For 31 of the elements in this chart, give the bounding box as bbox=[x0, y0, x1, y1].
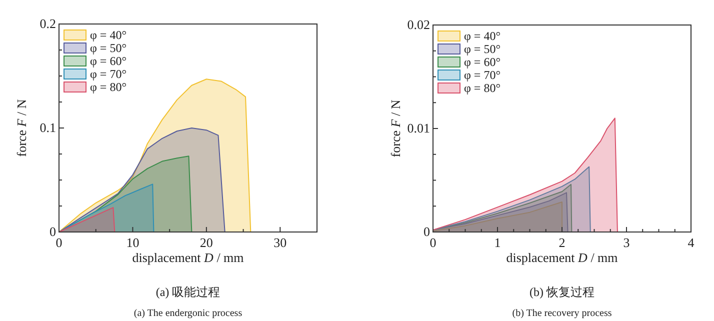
text: (a) 吸能过程 bbox=[156, 285, 220, 299]
legend-label: φ = 50° bbox=[90, 41, 127, 55]
legend-label: φ = 60° bbox=[464, 55, 501, 69]
x-tick-label: 2 bbox=[558, 235, 566, 250]
text: (a) The endergonic process bbox=[134, 308, 242, 319]
legend-label: φ = 60° bbox=[90, 54, 127, 68]
x-tick-label: 4 bbox=[688, 235, 695, 250]
x-tick-label: 30 bbox=[274, 235, 287, 250]
y-tick-label: 0.2 bbox=[40, 16, 56, 31]
x-tick-label: 1 bbox=[494, 235, 501, 250]
y-tick-label: 0.02 bbox=[407, 17, 430, 32]
legend-label: φ = 40° bbox=[464, 29, 501, 43]
y-tick-label: 0 bbox=[424, 224, 430, 239]
y-axis-title: force F / N bbox=[388, 99, 403, 158]
y-tick-label: 0.01 bbox=[407, 120, 430, 136]
x-tick-label: 3 bbox=[623, 235, 630, 250]
text: (b) The recovery process bbox=[512, 308, 612, 319]
legend-label: φ = 40° bbox=[90, 28, 127, 42]
x-tick-label: 10 bbox=[126, 235, 140, 250]
legend-label: φ = 70° bbox=[90, 67, 127, 81]
y-tick-label: 0.1 bbox=[40, 120, 56, 135]
x-axis-title: displacement D / mm bbox=[506, 250, 618, 265]
y-tick-label: 0 bbox=[50, 224, 56, 239]
x-axis-title: displacement D / mm bbox=[132, 250, 244, 265]
x-tick-label: 20 bbox=[200, 235, 213, 250]
legend-label: φ = 80° bbox=[90, 80, 127, 94]
y-axis-title: force F / N bbox=[14, 98, 29, 157]
legend-label: φ = 50° bbox=[464, 42, 501, 56]
text: (b) 恢复过程 bbox=[530, 285, 594, 299]
legend-label: φ = 80° bbox=[464, 81, 501, 95]
legend-label: φ = 70° bbox=[464, 68, 501, 82]
